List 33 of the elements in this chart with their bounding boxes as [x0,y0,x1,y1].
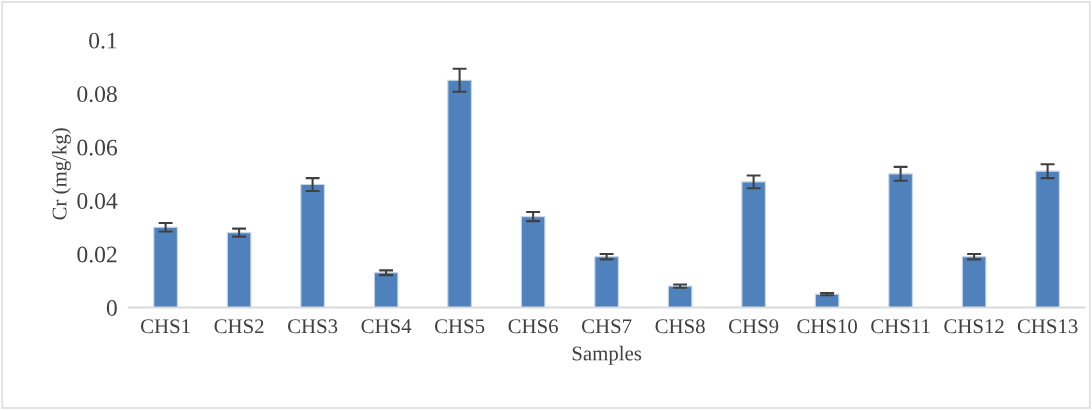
bar [226,232,252,308]
y-tick-label: 0 [106,299,117,316]
x-tick-label: CHS3 [287,319,338,334]
x-tick-label: CHS7 [581,319,632,334]
bar [153,226,178,308]
x-tick-label: CHS4 [361,319,412,334]
bar [961,256,987,308]
bar [888,173,913,308]
x-tick-label: CHS1 [140,319,190,334]
x-axis-title: Samples [572,345,642,365]
bar [520,216,546,308]
y-tick-label: 0.08 [77,86,117,103]
bar [1035,170,1060,308]
x-tick-label: CHS10 [797,319,857,334]
x-tick-label: CHS9 [728,319,779,334]
bar [300,183,325,308]
x-tick-label: CHS2 [214,319,264,334]
x-tick-label: CHS12 [944,319,1004,334]
x-tick-label: CHS5 [434,319,485,334]
y-tick-label: 0.06 [77,139,118,156]
y-tick-label: 0.1 [89,32,117,49]
bar [373,272,399,308]
x-tick-label: CHS8 [655,319,705,334]
y-tick-label: 0.04 [77,193,118,210]
y-axis-title: Cr (mg/kg) [51,128,71,220]
y-tick-label: 0.02 [77,246,117,263]
bar [667,285,693,308]
x-tick-label: CHS11 [871,319,930,334]
bar [741,181,766,308]
bar [447,79,472,308]
bar [594,256,619,308]
x-tick-label: CHS6 [508,319,558,334]
x-tick-label: CHS13 [1017,319,1078,334]
